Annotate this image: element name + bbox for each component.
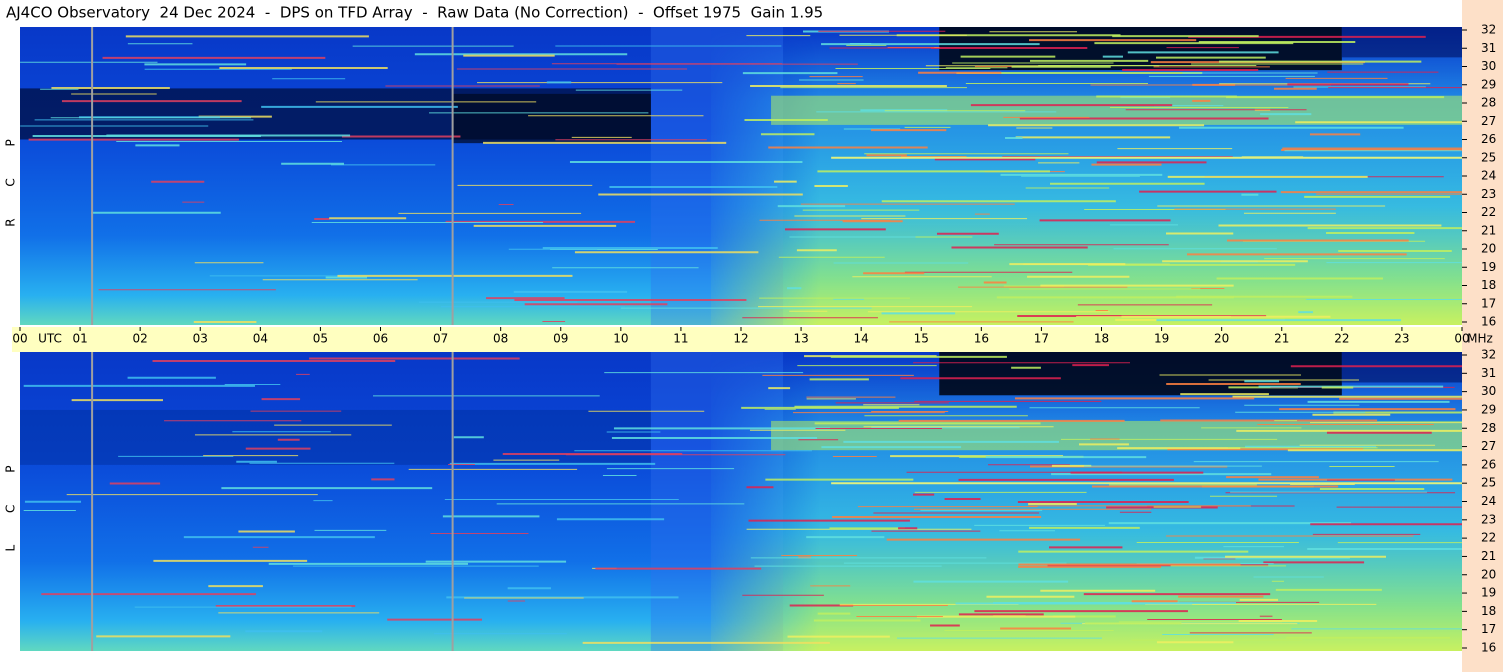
x-tick-label: 08 xyxy=(493,332,508,346)
y-tick-label: 16 xyxy=(1481,315,1496,329)
y-tick-label: 20 xyxy=(1481,567,1496,581)
spectrogram-image xyxy=(20,27,1462,325)
y-tick-label: 32 xyxy=(1481,23,1496,37)
y-tick-label: 28 xyxy=(1481,421,1496,435)
polarization-label: R C P xyxy=(4,125,18,227)
x-tick-label: 00 xyxy=(12,332,27,346)
y-tick-label: 18 xyxy=(1481,604,1496,618)
x-tick-label: 11 xyxy=(673,332,688,346)
y-tick-label: 29 xyxy=(1481,402,1496,416)
x-tick-label: 15 xyxy=(914,332,929,346)
y-tick-label: 20 xyxy=(1481,242,1496,256)
y-tick-label: 21 xyxy=(1481,549,1496,563)
x-tick-label: 14 xyxy=(854,332,869,346)
spectrogram-panel: R C P xyxy=(4,27,1462,325)
y-tick-label: 26 xyxy=(1481,457,1496,471)
y-tick-label: 31 xyxy=(1481,41,1496,55)
y-tick-label: 21 xyxy=(1481,223,1496,237)
panels: R C P L C P xyxy=(4,27,1462,651)
y-tick-label: 27 xyxy=(1481,114,1496,128)
spectrogram-panel: L C P xyxy=(4,352,1462,651)
x-tick-label: 05 xyxy=(313,332,328,346)
y-tick-label: 25 xyxy=(1481,476,1496,490)
y-tick-label: 16 xyxy=(1481,641,1496,655)
dark-band xyxy=(20,409,651,465)
y-tick-label: 30 xyxy=(1481,59,1496,73)
dark-region xyxy=(939,352,1342,396)
y-tick-label: 23 xyxy=(1481,512,1496,526)
x-tick-label: 16 xyxy=(974,332,989,346)
y-tick-label: 24 xyxy=(1481,494,1496,508)
frequency-unit: MHz xyxy=(1467,332,1493,346)
x-tick-label: 23 xyxy=(1394,332,1409,346)
x-tick-label: 06 xyxy=(373,332,388,346)
x-tick-label: 10 xyxy=(613,332,628,346)
dark-region xyxy=(1341,352,1462,383)
x-tick-label: 22 xyxy=(1334,332,1349,346)
y-tick-label: 19 xyxy=(1481,586,1496,600)
x-tick-label: 04 xyxy=(253,332,268,346)
y-tick-label: 18 xyxy=(1481,278,1496,292)
y-tick-label: 27 xyxy=(1481,439,1496,453)
x-tick-label: 01 xyxy=(72,332,87,346)
x-tick-label: 19 xyxy=(1154,332,1169,346)
time-axis-strip xyxy=(12,327,1462,352)
y-tick-label: 19 xyxy=(1481,260,1496,274)
y-tick-label: 17 xyxy=(1481,622,1496,636)
y-tick-label: 31 xyxy=(1481,366,1496,380)
y-tick-label: 22 xyxy=(1481,531,1496,545)
y-tick-label: 28 xyxy=(1481,96,1496,110)
x-tick-label: 18 xyxy=(1094,332,1109,346)
y-tick-label: 25 xyxy=(1481,150,1496,164)
y-tick-label: 29 xyxy=(1481,77,1496,91)
y-tick-label: 17 xyxy=(1481,296,1496,310)
x-tick-label: 17 xyxy=(1034,332,1049,346)
x-tick-label: 02 xyxy=(133,332,148,346)
y-tick-label: 32 xyxy=(1481,348,1496,362)
dark-band xyxy=(452,93,651,144)
y-tick-label: 23 xyxy=(1481,187,1496,201)
frequency-axis-strip xyxy=(1462,0,1503,672)
polarization-label: L C P xyxy=(4,452,18,552)
y-tick-label: 26 xyxy=(1481,132,1496,146)
x-tick-label: 00 xyxy=(1454,332,1469,346)
x-tick-label: 09 xyxy=(553,332,568,346)
y-tick-label: 30 xyxy=(1481,384,1496,398)
x-tick-label: 20 xyxy=(1214,332,1229,346)
axes: 16 17 18 19 20 21 22 23 24 25 26 27 28 29 30 31 32 16 17 18… xyxy=(12,23,1496,655)
chart-title: AJ4CO Observatory 24 Dec 2024 - DPS on T… xyxy=(6,4,823,22)
time-unit: UTC xyxy=(38,332,62,346)
x-tick-label: 21 xyxy=(1274,332,1289,346)
y-tick-label: 24 xyxy=(1481,169,1496,183)
y-tick-label: 22 xyxy=(1481,205,1496,219)
x-tick-label: 07 xyxy=(433,332,448,346)
dark-region xyxy=(1341,27,1462,58)
x-tick-label: 13 xyxy=(793,332,808,346)
x-tick-label: 12 xyxy=(733,332,748,346)
x-tick-label: 03 xyxy=(193,332,208,346)
spectrogram-image xyxy=(20,352,1462,651)
